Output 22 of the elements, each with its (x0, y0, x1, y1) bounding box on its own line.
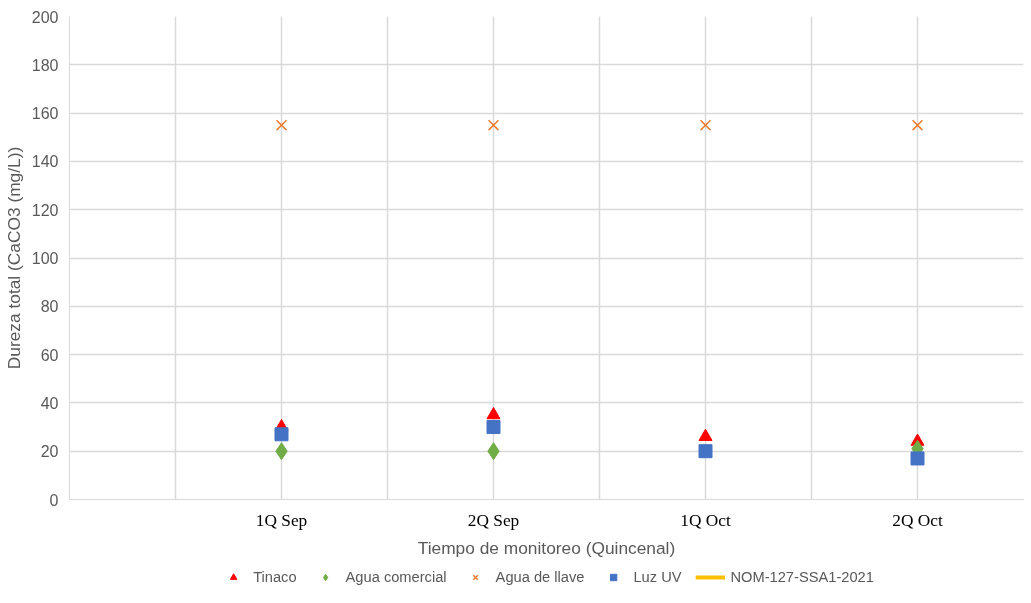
x-tick-label: 2Q Sep (467, 510, 520, 530)
x-tick-label: 2Q Oct (892, 510, 943, 530)
x-tick-label: 1Q Sep (255, 510, 308, 530)
y-tick-label: 80 (40, 298, 59, 316)
y-tick-label: 140 (31, 153, 59, 171)
legend-label: NOM-127-SSA1-2021 (730, 569, 874, 585)
y-tick-label: 40 (40, 394, 59, 412)
y-tick-label: 60 (40, 346, 59, 364)
legend-label: Luz UV (633, 569, 682, 585)
y-tick-label: 0 (49, 491, 59, 509)
x-axis-title: Tiempo de monitoreo (Quincenal) (417, 537, 676, 558)
y-axis-title: Dureza total (CaCO3 (mg/L)) (3, 146, 24, 370)
legend-label: Agua de llave (495, 569, 585, 585)
y-tick-label: 100 (31, 250, 59, 267)
y-tick-label: 160 (31, 105, 59, 123)
y-tick-label: 120 (31, 201, 59, 219)
legend-label: Agua comercial (345, 569, 447, 585)
y-tick-label: 180 (31, 56, 59, 74)
y-tick-label: 200 (31, 8, 59, 26)
legend-label: Tinaco (253, 569, 297, 585)
x-tick-label: 1Q Oct (680, 510, 731, 530)
y-tick-label: 20 (40, 443, 59, 461)
